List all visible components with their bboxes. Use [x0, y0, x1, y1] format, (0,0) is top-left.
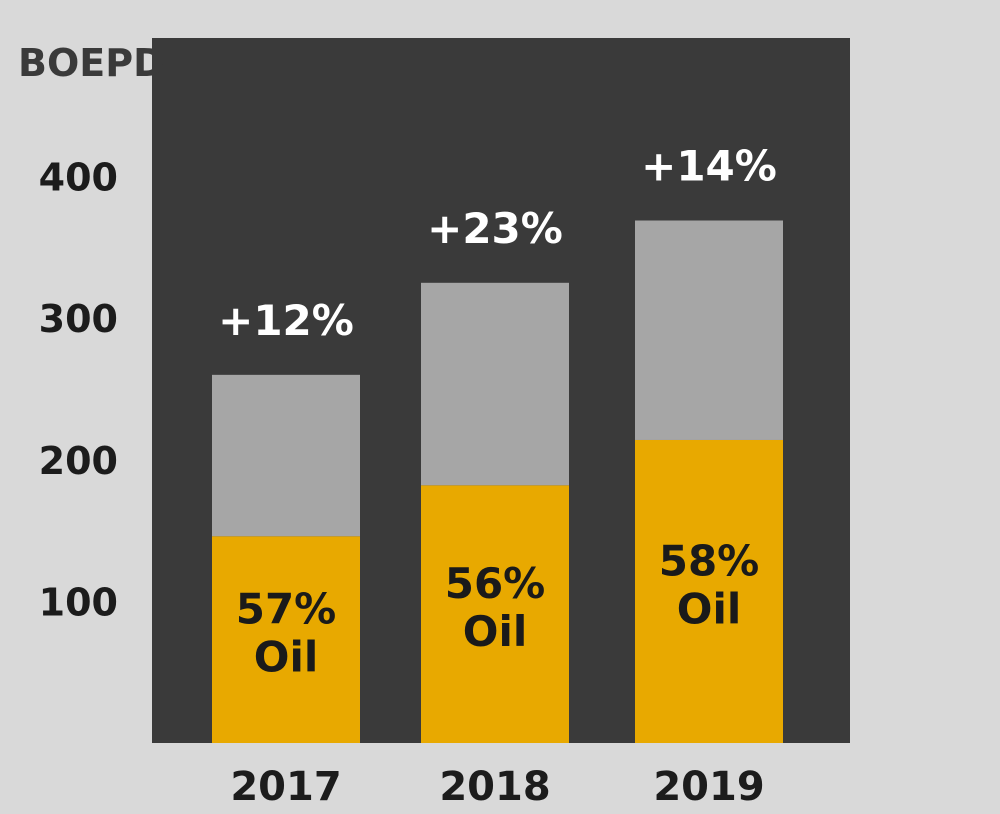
- y-tick-label: 100: [39, 580, 118, 624]
- x-tick-label: 2019: [653, 764, 764, 810]
- bar-other-2018: [421, 282, 569, 486]
- growth-label: +14%: [641, 141, 777, 190]
- growth-label: +23%: [427, 204, 563, 253]
- x-tick-label: 2018: [439, 764, 550, 810]
- y-axis-ticks: 100 200 300 400: [39, 156, 118, 625]
- x-tick-label: 2017: [230, 764, 341, 810]
- y-tick-label: 400: [39, 156, 118, 200]
- oil-share-label: Oil: [254, 633, 319, 682]
- growth-label: +12%: [218, 296, 354, 345]
- bar-oil-2017: [212, 536, 360, 743]
- oil-share-label: Oil: [677, 584, 742, 633]
- bar-other-2019: [635, 220, 783, 440]
- oil-share-label: 56%: [445, 559, 546, 608]
- x-axis-ticks: 2017 2018 2019: [230, 764, 764, 810]
- y-tick-label: 300: [39, 297, 118, 341]
- bar-oil-2019: [635, 439, 783, 743]
- oil-share-label: 58%: [659, 536, 760, 585]
- bars: +12%57%Oil+23%56%Oil+14%58%Oil: [212, 141, 783, 743]
- bar-other-2017: [212, 374, 360, 537]
- y-axis-label: BOEPD: [18, 41, 165, 85]
- y-tick-label: 200: [39, 439, 118, 483]
- oil-share-label: 57%: [236, 585, 337, 634]
- oil-share-label: Oil: [463, 607, 528, 656]
- bar-oil-2018: [421, 485, 569, 743]
